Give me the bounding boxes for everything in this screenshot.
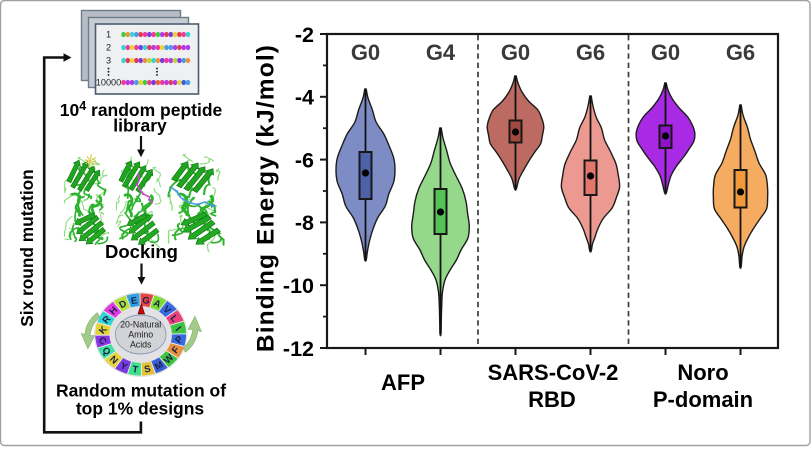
svg-text:3: 3: [106, 56, 111, 66]
svg-text:Acids: Acids: [130, 340, 152, 350]
svg-text:T: T: [132, 364, 139, 376]
svg-text:AFP: AFP: [381, 370, 425, 395]
svg-text:G0: G0: [651, 40, 680, 65]
svg-text:E: E: [130, 295, 138, 307]
svg-text:A: A: [152, 298, 163, 311]
svg-text:F: F: [170, 344, 182, 356]
svg-text:RBD: RBD: [528, 387, 576, 412]
svg-text:G6: G6: [576, 40, 605, 65]
svg-text:20-Natural: 20-Natural: [120, 320, 161, 330]
svg-text:2: 2: [106, 43, 111, 53]
svg-text:Amino: Amino: [128, 330, 153, 340]
svg-text:L: L: [168, 313, 180, 325]
svg-text:Binding Energy (kJ/mol): Binding Energy (kJ/mol): [253, 44, 280, 352]
svg-text:-2: -2: [295, 23, 314, 47]
svg-text:G0: G0: [351, 40, 380, 65]
svg-text:Noro: Noro: [677, 360, 728, 385]
svg-text:G0: G0: [501, 40, 530, 65]
svg-text:-10: -10: [283, 274, 314, 298]
svg-text:Docking: Docking: [105, 241, 178, 262]
svg-text:D: D: [118, 298, 129, 311]
svg-text:Y: Y: [118, 360, 129, 373]
svg-text:-8: -8: [295, 211, 314, 235]
svg-text:Random mutation of: Random mutation of: [56, 381, 226, 401]
svg-text:P-domain: P-domain: [653, 387, 753, 412]
svg-text:1: 1: [106, 30, 111, 40]
svg-text:-6: -6: [295, 148, 314, 172]
svg-text:G6: G6: [726, 40, 755, 65]
svg-text:104 random peptide: 104 random peptide: [60, 99, 223, 120]
svg-text:G4: G4: [426, 40, 456, 65]
svg-text:G: G: [141, 295, 150, 307]
svg-text:-12: -12: [283, 337, 314, 361]
svg-text:Six round mutation: Six round mutation: [17, 169, 37, 326]
svg-text:10000: 10000: [96, 78, 122, 88]
svg-text:I: I: [173, 325, 183, 334]
svg-text:library: library: [113, 116, 167, 136]
svg-text:S: S: [143, 364, 151, 376]
svg-text:SARS-CoV-2: SARS-CoV-2: [488, 360, 619, 385]
svg-text:-4: -4: [295, 86, 314, 110]
svg-text:top 1% designs: top 1% designs: [76, 399, 205, 419]
